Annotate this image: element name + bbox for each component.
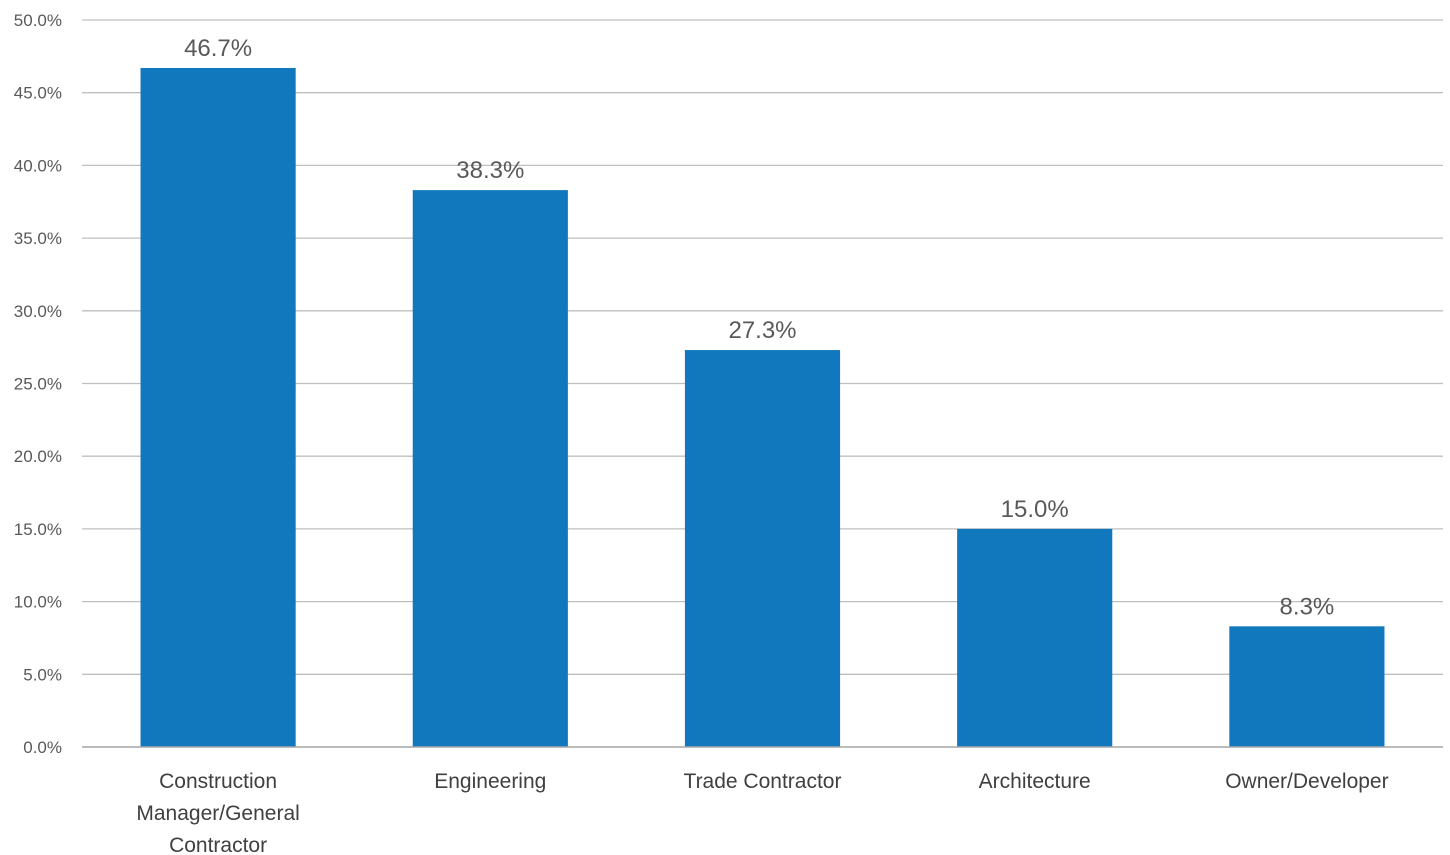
bar-value-label: 8.3% — [1280, 593, 1335, 620]
bar-value-label: 27.3% — [728, 317, 796, 344]
y-tick-label: 5.0% — [23, 665, 62, 684]
x-category-label: Engineering — [434, 770, 546, 793]
bar — [140, 67, 296, 748]
y-tick-label: 25.0% — [14, 375, 62, 394]
y-tick-label: 30.0% — [14, 302, 62, 321]
bar — [1229, 626, 1385, 747]
y-tick-label: 15.0% — [14, 520, 62, 539]
x-category-label: Owner/Developer — [1225, 770, 1388, 793]
bar — [957, 528, 1113, 747]
bar — [684, 350, 841, 747]
x-category-label: Architecture — [979, 770, 1091, 793]
x-category-label: Construction Manager/General Contractor — [136, 770, 299, 855]
y-tick-label: 45.0% — [14, 84, 62, 103]
y-axis-ticks: 0.0% 5.0% 10.0% 15.0% 20.0% 25.0% 30.0% 35.0% 40… — [14, 11, 62, 757]
x-category-label: Trade Contractor — [684, 770, 842, 793]
y-tick-label: 20.0% — [14, 447, 62, 466]
bar-value-label: 15.0% — [1001, 496, 1069, 523]
bars — [140, 67, 1385, 748]
bar — [412, 190, 568, 748]
y-tick-label: 10.0% — [14, 593, 62, 612]
y-tick-label: 35.0% — [14, 229, 62, 248]
y-tick-label: 0.0% — [23, 738, 62, 757]
data-labels: 46.7% 38.3% 27.3% 15.0% 8.3% — [184, 35, 1334, 620]
bar-value-label: 46.7% — [184, 35, 252, 62]
y-tick-label: 50.0% — [14, 11, 62, 30]
x-axis-categories: Construction Manager/General Contractor Eng… — [136, 770, 1388, 855]
bar-value-label: 38.3% — [456, 157, 524, 184]
y-tick-label: 40.0% — [14, 156, 62, 175]
